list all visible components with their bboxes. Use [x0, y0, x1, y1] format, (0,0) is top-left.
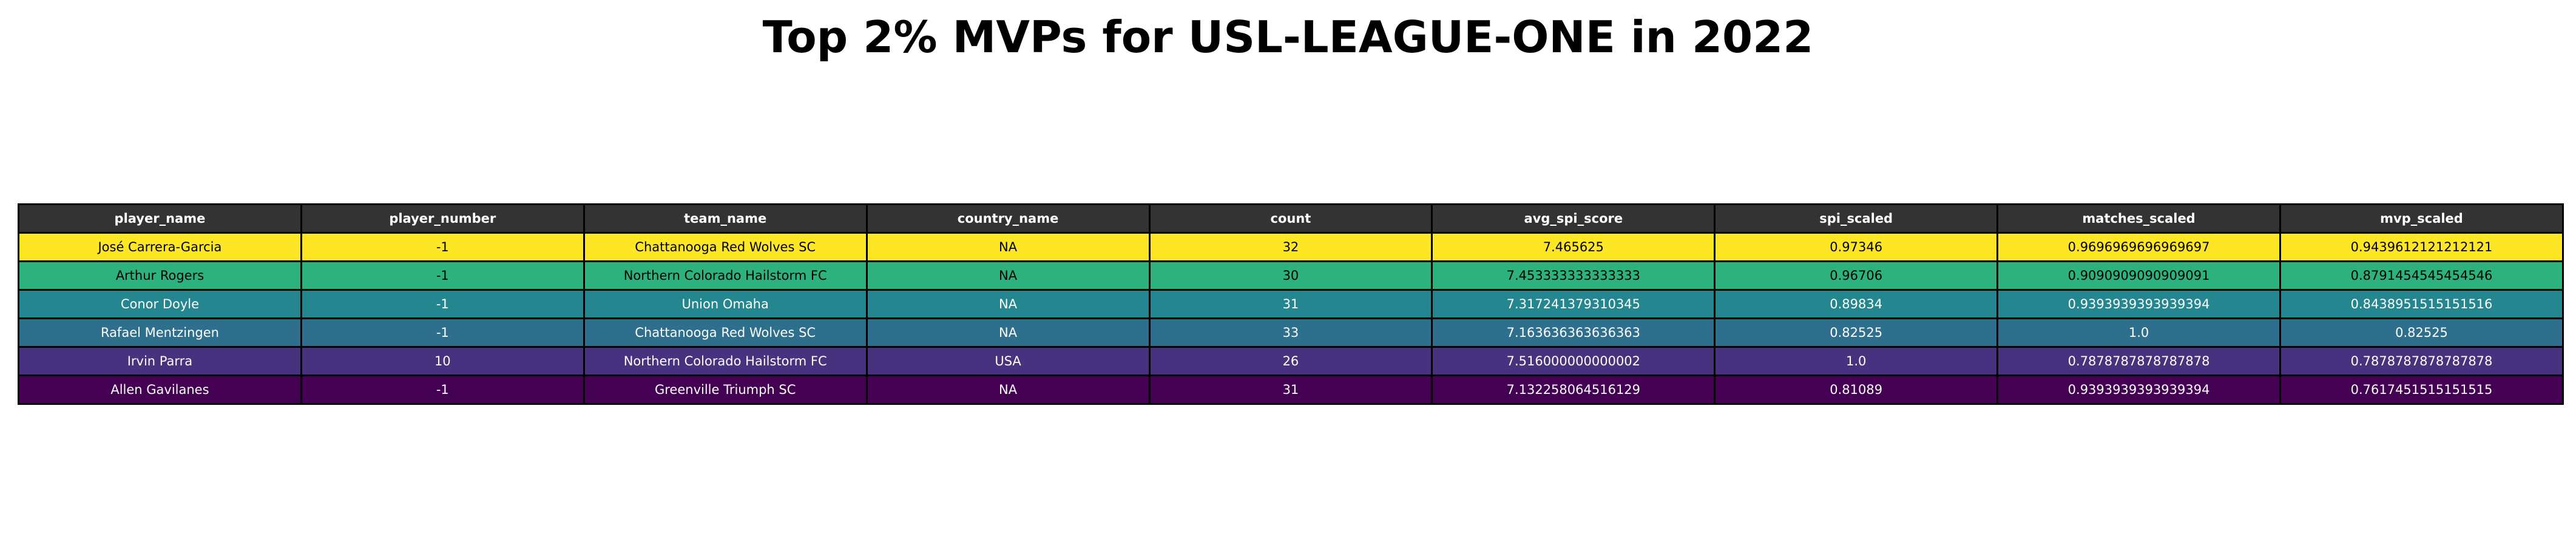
table-cell: 0.7617451515151515 — [2279, 375, 2564, 405]
table-cell: USA — [865, 346, 1151, 376]
table-cell: NA — [865, 289, 1151, 319]
column-header: mvp_scaled — [2279, 203, 2564, 234]
table-cell: 0.9439612121212121 — [2279, 232, 2564, 262]
table-cell: Northern Colorado Hailstorm FC — [583, 346, 868, 376]
table-cell: 31 — [1148, 289, 1433, 319]
column-header: count — [1148, 203, 1433, 234]
table-cell: NA — [865, 375, 1151, 405]
column-header: team_name — [583, 203, 868, 234]
mvp-table: player_name player_number team_name country… — [18, 203, 2564, 405]
column-header: spi_scaled — [1714, 203, 1999, 234]
table-cell: NA — [865, 232, 1151, 262]
table-cell: 31 — [1148, 375, 1433, 405]
column-header: player_name — [18, 203, 302, 234]
column-header: matches_scaled — [1996, 203, 2281, 234]
column-header: country_name — [865, 203, 1151, 234]
table-cell: 26 — [1148, 346, 1433, 376]
table-cell: -1 — [300, 260, 585, 291]
table-cell: 10 — [300, 346, 585, 376]
table-cell: 7.317241379310345 — [1431, 289, 1716, 319]
table-cell: -1 — [300, 232, 585, 262]
table-cell: 7.453333333333333 — [1431, 260, 1716, 291]
table-cell: 1.0 — [1714, 346, 1999, 376]
table-body: José Carrera-Garcia -1 Chattanooga Red Wol… — [18, 232, 2564, 405]
table-cell: 7.132258064516129 — [1431, 375, 1716, 405]
table-cell: 0.9393939393939394 — [1996, 375, 2281, 405]
column-header: player_number — [300, 203, 585, 234]
table-cell: 0.7878787878787878 — [2279, 346, 2564, 376]
table-cell: -1 — [300, 317, 585, 348]
table-cell: 7.516000000000002 — [1431, 346, 1716, 376]
table-row: Allen Gavilanes -1 Greenville Triumph SC NA… — [18, 375, 2564, 405]
table-cell: 0.96706 — [1714, 260, 1999, 291]
table-cell: -1 — [300, 289, 585, 319]
table-cell: Irvin Parra — [18, 346, 302, 376]
table-cell: 0.9393939393939394 — [1996, 289, 2281, 319]
table-cell: 0.9090909090909091 — [1996, 260, 2281, 291]
table-cell: 0.9696969696969697 — [1996, 232, 2281, 262]
table-container: player_name player_number team_name country… — [18, 203, 2564, 405]
chart-title: Top 2% MVPs for USL-LEAGUE-ONE in 2022 — [762, 12, 1814, 63]
table-cell: 7.163636363636363 — [1431, 317, 1716, 348]
table-cell: 1.0 — [1996, 317, 2281, 348]
table-cell: 0.97346 — [1714, 232, 1999, 262]
table-row: Arthur Rogers -1 Northern Colorado Hailsto… — [18, 260, 2564, 291]
table-cell: 0.82525 — [1714, 317, 1999, 348]
table-cell: Chattanooga Red Wolves SC — [583, 317, 868, 348]
column-header: avg_spi_score — [1431, 203, 1716, 234]
table-cell: Northern Colorado Hailstorm FC — [583, 260, 868, 291]
table-cell: Rafael Mentzingen — [18, 317, 302, 348]
table-cell: Chattanooga Red Wolves SC — [583, 232, 868, 262]
table-cell: Allen Gavilanes — [18, 375, 302, 405]
table-cell: -1 — [300, 375, 585, 405]
table-row: José Carrera-Garcia -1 Chattanooga Red Wol… — [18, 232, 2564, 262]
table-row: Irvin Parra 10 Northern Colorado Hailstorm… — [18, 346, 2564, 376]
table-cell: 30 — [1148, 260, 1433, 291]
table-row: Conor Doyle -1 Union Omaha NA 31 7.3172413793… — [18, 289, 2564, 319]
table-cell: NA — [865, 317, 1151, 348]
table-cell: José Carrera-Garcia — [18, 232, 302, 262]
table-cell: Conor Doyle — [18, 289, 302, 319]
table-row: Rafael Mentzingen -1 Chattanooga Red Wolve… — [18, 317, 2564, 348]
table-cell: 0.81089 — [1714, 375, 1999, 405]
table-cell: Greenville Triumph SC — [583, 375, 868, 405]
table-cell: 0.8438951515151516 — [2279, 289, 2564, 319]
table-cell: 33 — [1148, 317, 1433, 348]
table-cell: 32 — [1148, 232, 1433, 262]
table-cell: Union Omaha — [583, 289, 868, 319]
table-cell: 0.7878787878787878 — [1996, 346, 2281, 376]
table-cell: NA — [865, 260, 1151, 291]
table-cell: 0.89834 — [1714, 289, 1999, 319]
table-cell: Arthur Rogers — [18, 260, 302, 291]
table-cell: 0.82525 — [2279, 317, 2564, 348]
table-header: player_name player_number team_name country… — [18, 203, 2564, 234]
header-row: player_name player_number team_name country… — [18, 203, 2564, 234]
table-cell: 0.8791454545454546 — [2279, 260, 2564, 291]
table-cell: 7.465625 — [1431, 232, 1716, 262]
